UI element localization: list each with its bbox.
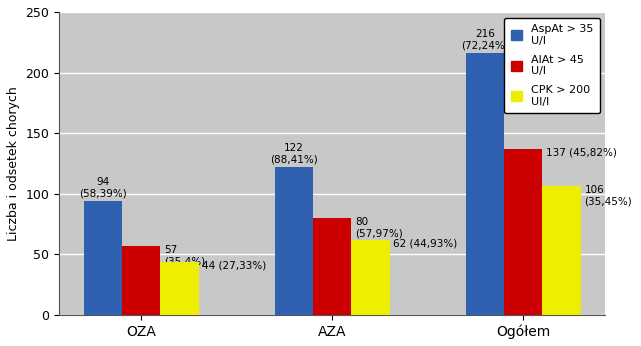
Bar	[504, 149, 542, 315]
Text: 106
(35,45%): 106 (35,45%)	[585, 185, 632, 207]
Bar	[313, 218, 351, 315]
Legend: AspAt > 35
U/l, AlAt > 45
U/l, CPK > 200
UI/l: AspAt > 35 U/l, AlAt > 45 U/l, CPK > 200…	[504, 18, 600, 113]
Text: 137 (45,82%): 137 (45,82%)	[546, 148, 617, 158]
Bar	[466, 53, 504, 315]
Text: 80
(57,97%): 80 (57,97%)	[355, 217, 403, 238]
Bar	[351, 240, 390, 315]
Y-axis label: Liczba i odsetek chorych: Liczba i odsetek chorych	[7, 86, 20, 241]
Text: 44 (27,33%): 44 (27,33%)	[203, 260, 267, 270]
Bar	[160, 262, 199, 315]
Bar	[542, 186, 581, 315]
Bar	[84, 201, 122, 315]
Text: 57
(35,4%): 57 (35,4%)	[164, 245, 205, 266]
Text: 216
(72,24%): 216 (72,24%)	[461, 29, 509, 51]
Text: 62 (44,93%): 62 (44,93%)	[394, 238, 458, 248]
Text: 94
(58,39%): 94 (58,39%)	[79, 177, 127, 199]
Text: 122
(88,41%): 122 (88,41%)	[270, 143, 318, 165]
Bar	[275, 167, 313, 315]
Bar	[122, 246, 160, 315]
